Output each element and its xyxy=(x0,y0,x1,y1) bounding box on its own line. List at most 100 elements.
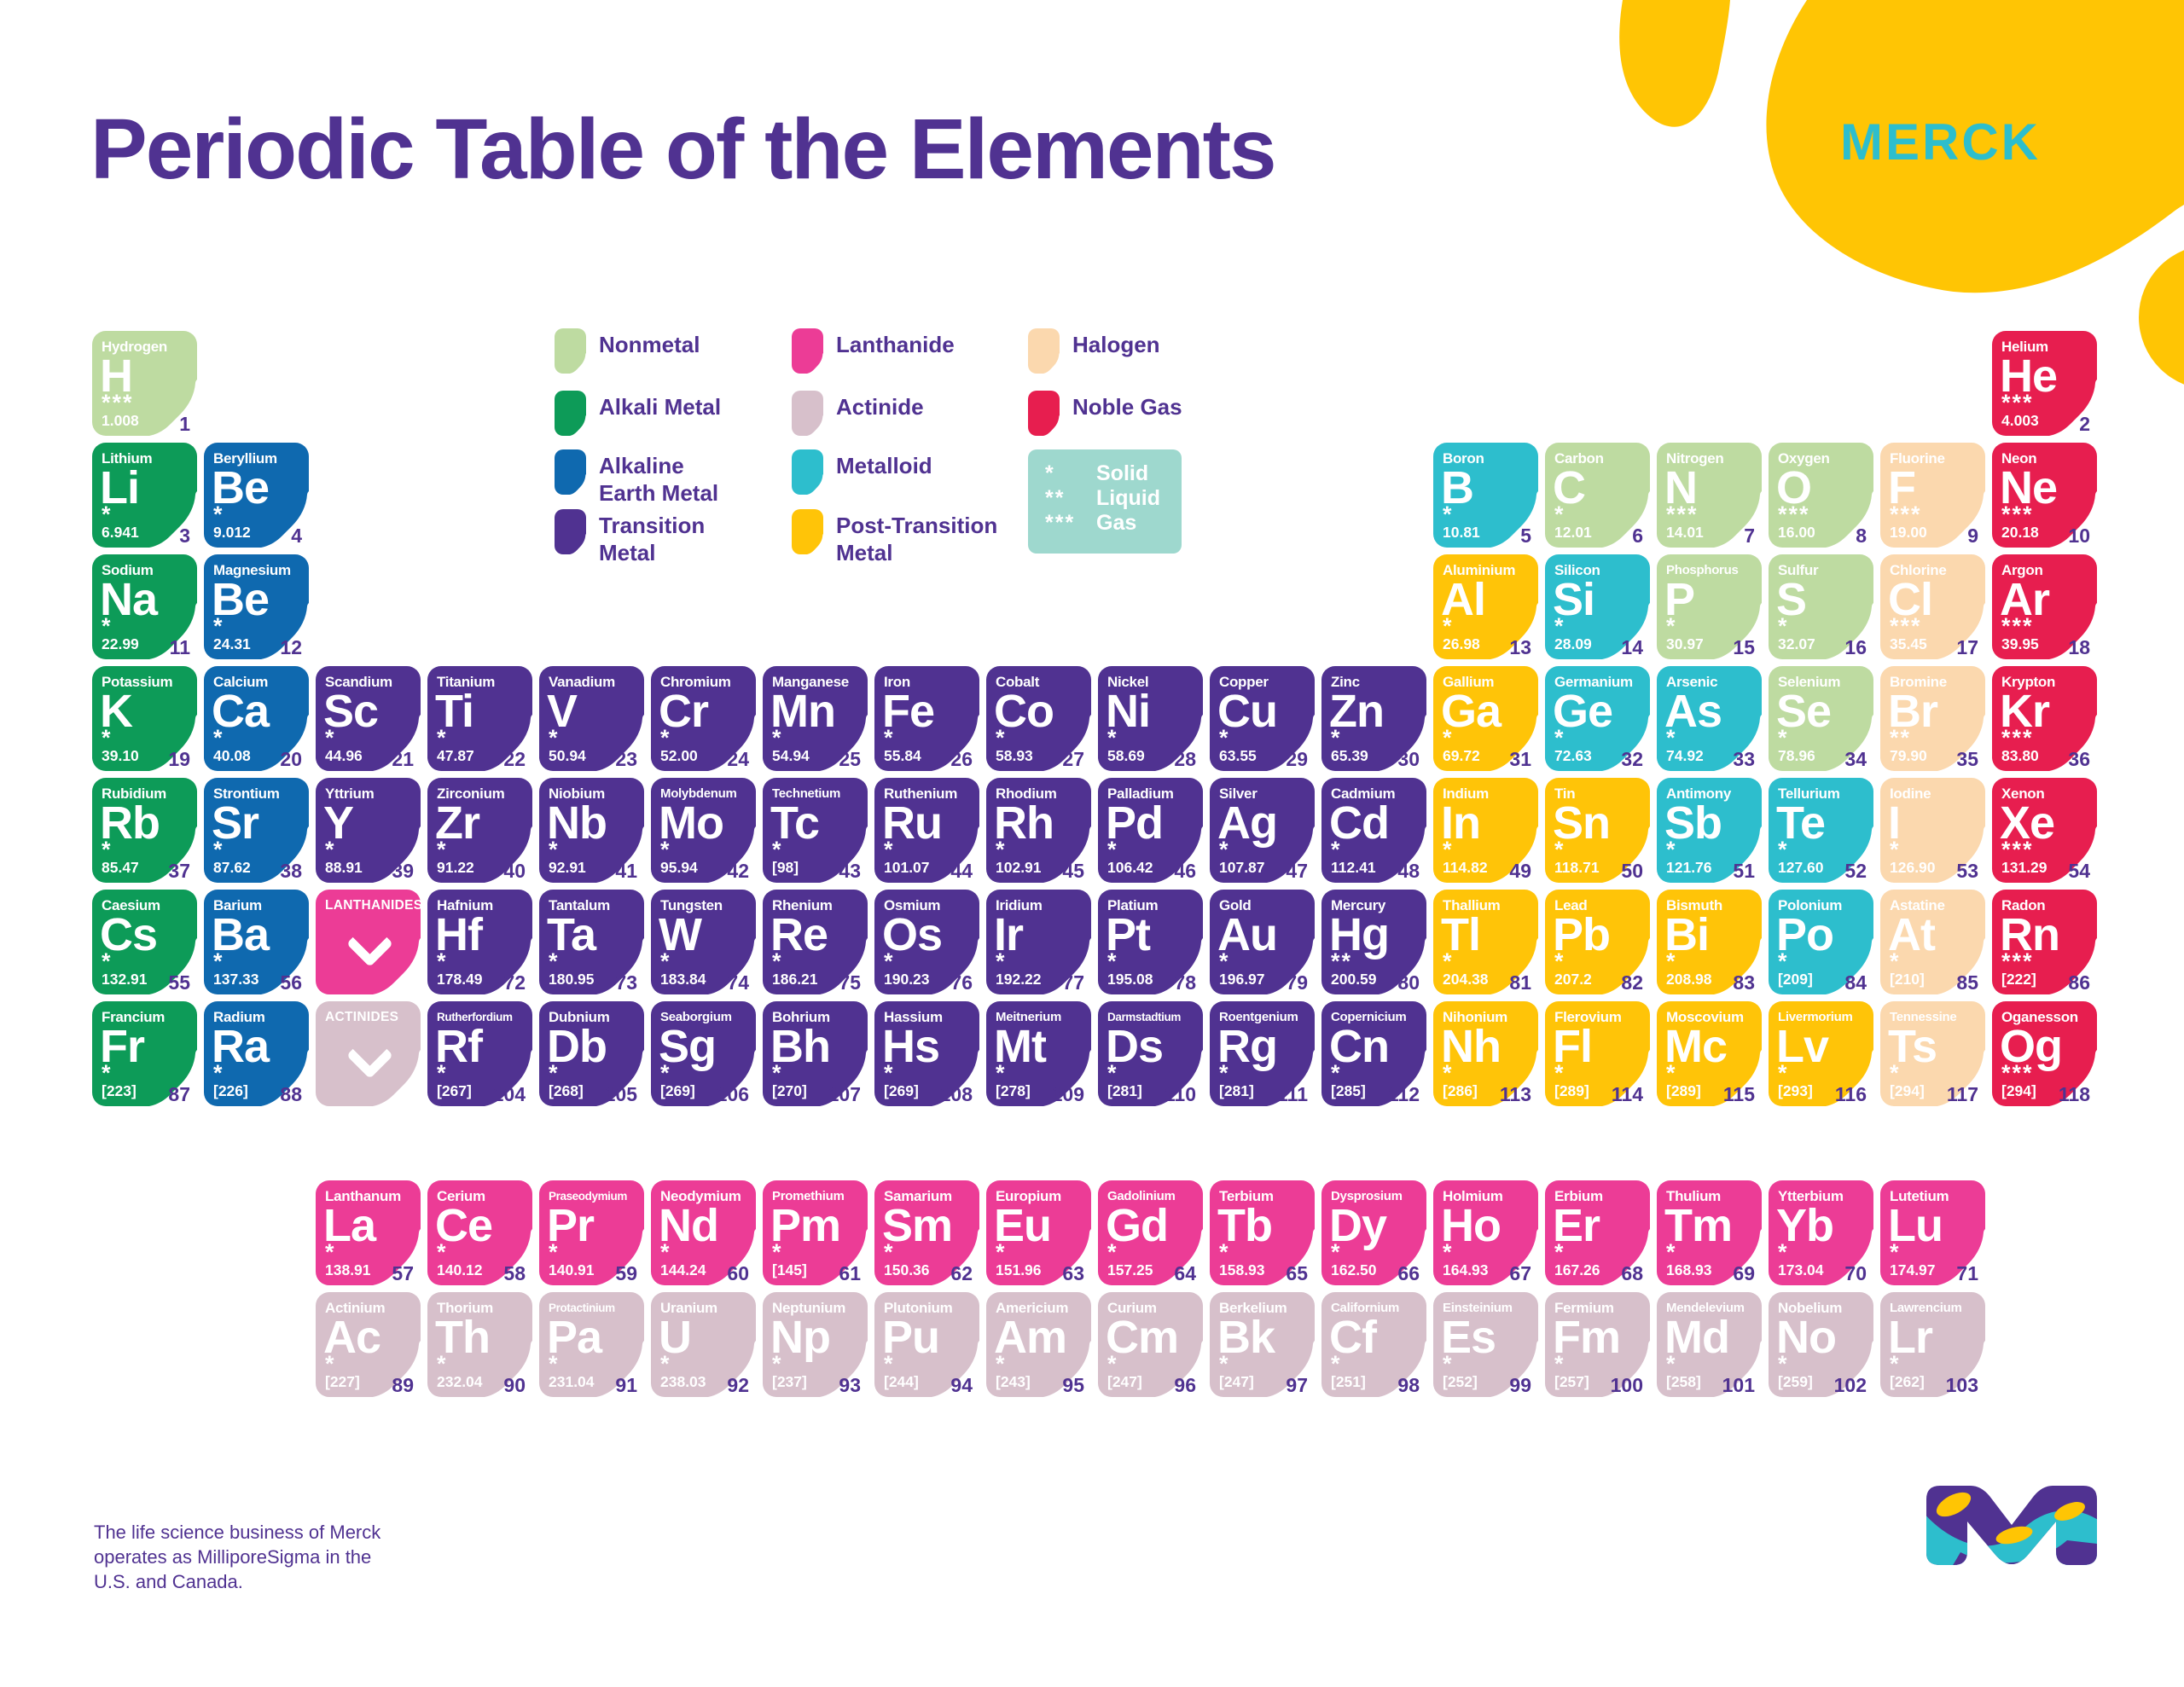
element-name: Iridium xyxy=(996,897,1043,913)
tile-notch xyxy=(373,826,421,883)
legend-label: Alkaline Earth Metal xyxy=(599,453,719,506)
element-number: 19 xyxy=(168,748,190,770)
element-state-asterisks: * xyxy=(1107,948,1118,975)
state-row-gas: *** Gas xyxy=(1045,511,1182,536)
element-state-asterisks: *** xyxy=(2001,837,2034,863)
element-number: 87 xyxy=(168,1083,190,1105)
element-symbol: As xyxy=(1664,686,1722,737)
element-tile-sg-106: Seaborgium Sg * [269] 106 xyxy=(651,1001,756,1106)
element-mass: 19.00 xyxy=(1890,523,1927,541)
element-state-asterisks: * xyxy=(996,1239,1007,1266)
element-state-asterisks: * xyxy=(660,1351,671,1377)
element-mass: 1.008 xyxy=(102,411,139,429)
element-symbol: Al xyxy=(1441,574,1486,625)
element-symbol: At xyxy=(1888,909,1936,960)
element-symbol: Cf xyxy=(1329,1312,1377,1363)
element-mass: 9.012 xyxy=(213,523,251,541)
state-row-solid: * Solid xyxy=(1045,461,1182,486)
element-name: Phosphorus xyxy=(1666,563,1739,577)
element-mass: 131.29 xyxy=(2001,858,2048,876)
element-name: Sulfur xyxy=(1778,562,1819,578)
element-tile-cm-96: Curium Cm * [247] 96 xyxy=(1098,1292,1203,1397)
element-number: 115 xyxy=(1722,1083,1755,1105)
element-name: Nickel xyxy=(1107,674,1149,690)
element-symbol: Y xyxy=(323,797,354,849)
element-tile-ts-117: Tennessine Ts * [294] 117 xyxy=(1880,1001,1985,1106)
element-tile-y-39: Yttrium Y * 88.91 39 xyxy=(316,778,421,883)
element-mass: 127.60 xyxy=(1778,858,1824,876)
element-number: 24 xyxy=(727,748,749,770)
tile-notch xyxy=(932,715,979,771)
element-symbol: Te xyxy=(1776,797,1826,849)
element-name: Neptunium xyxy=(772,1300,846,1316)
element-tile-gd-64: Gadolinium Gd * 157.25 64 xyxy=(1098,1180,1203,1285)
element-tile-tb-65: Terbium Tb * 158.93 65 xyxy=(1210,1180,1315,1285)
element-name: Plutonium xyxy=(884,1300,953,1316)
element-symbol: O xyxy=(1776,462,1812,513)
element-tile-si-14: Silicon Si * 28.09 14 xyxy=(1545,554,1650,659)
element-state-asterisks: * xyxy=(325,1239,336,1266)
element-name: Tantalum xyxy=(549,897,610,913)
lanthanides-marker-tile: LANTHANIDES xyxy=(316,890,422,994)
element-name: Thallium xyxy=(1443,897,1501,913)
state-legend-box: * Solid ** Liquid *** Gas xyxy=(1028,449,1182,554)
tile-notch xyxy=(261,715,309,771)
tile-notch xyxy=(1043,1229,1091,1285)
element-state-asterisks: * xyxy=(772,837,783,863)
element-symbol: Nh xyxy=(1441,1021,1502,1072)
element-tile-cd-48: Cadmium Cd * 112.41 48 xyxy=(1321,778,1426,883)
element-mass: [285] xyxy=(1331,1081,1366,1099)
element-symbol: Db xyxy=(547,1021,607,1072)
tile-notch xyxy=(1043,1341,1091,1397)
tile-notch xyxy=(1714,491,1762,548)
element-tile-nb-41: Niobium Nb * 92.91 41 xyxy=(539,778,644,883)
element-name: Promethium xyxy=(772,1189,845,1203)
element-symbol: Pa xyxy=(547,1312,602,1363)
element-symbol: H xyxy=(100,351,133,402)
element-number: 96 xyxy=(1174,1374,1196,1396)
element-number: 5 xyxy=(1520,525,1531,547)
element-number: 76 xyxy=(950,971,973,994)
element-number: 69 xyxy=(1733,1262,1755,1284)
element-number: 47 xyxy=(1286,860,1308,882)
legend-label: Nonmetal xyxy=(599,332,700,357)
element-name: Rubidium xyxy=(102,786,166,802)
tile-notch xyxy=(261,1050,309,1106)
element-symbol: Ba xyxy=(212,909,270,960)
element-state-asterisks: * xyxy=(102,613,113,640)
element-name: Thulium xyxy=(1666,1188,1721,1204)
tile-notch xyxy=(1490,1050,1538,1106)
tile-notch xyxy=(1267,1341,1315,1397)
state-label: Gas xyxy=(1096,511,1137,535)
element-number: 11 xyxy=(169,636,190,658)
element-symbol: Mt xyxy=(994,1021,1047,1072)
element-mass: [209] xyxy=(1778,970,1813,988)
element-number: 55 xyxy=(168,971,190,994)
element-name: Meitnerium xyxy=(996,1010,1062,1024)
element-symbol: S xyxy=(1776,574,1807,625)
element-symbol: Eu xyxy=(994,1200,1052,1251)
element-state-asterisks: * xyxy=(996,837,1007,863)
element-symbol: Rf xyxy=(435,1021,483,1072)
element-number: 1 xyxy=(179,413,190,435)
state-asterisks: ** xyxy=(1045,486,1066,510)
element-mass: 174.97 xyxy=(1890,1261,1936,1278)
element-number: 105 xyxy=(604,1083,637,1105)
element-tile-bi-83: Bismuth Bi * 208.98 83 xyxy=(1657,890,1762,994)
element-state-asterisks: * xyxy=(660,1060,671,1087)
element-number: 10 xyxy=(2068,525,2090,547)
element-name: Rhenium xyxy=(772,897,833,913)
element-name: Tin xyxy=(1554,786,1576,802)
element-tile-ir-77: Iridium Ir * 192.22 77 xyxy=(986,890,1091,994)
tile-notch xyxy=(1937,1050,1985,1106)
element-symbol: Cn xyxy=(1329,1021,1390,1072)
element-symbol: Cr xyxy=(659,686,709,737)
element-tile-ni-28: Nickel Ni * 58.69 28 xyxy=(1098,666,1203,771)
element-number: 97 xyxy=(1286,1374,1308,1396)
element-mass: 44.96 xyxy=(325,746,363,764)
element-name: Tungsten xyxy=(660,897,723,913)
element-state-asterisks: * xyxy=(1443,1239,1454,1266)
element-mass: 126.90 xyxy=(1890,858,1936,876)
tile-notch xyxy=(1602,1050,1650,1106)
